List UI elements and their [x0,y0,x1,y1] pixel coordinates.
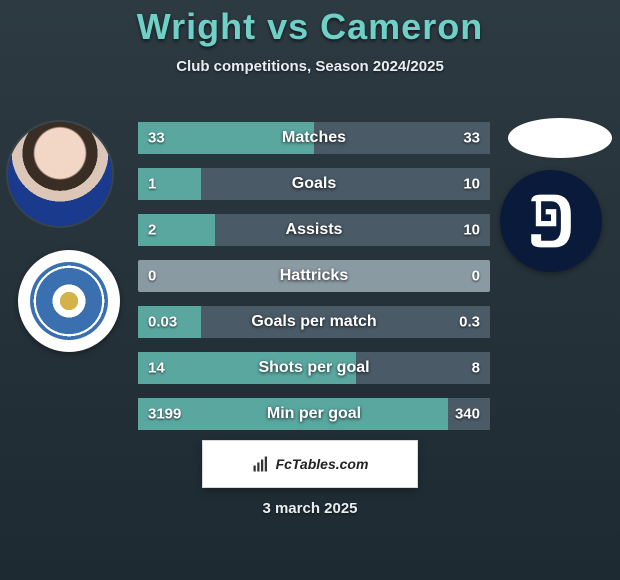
club-left-badge-inner [30,262,108,340]
stat-row: 3333Matches [138,122,490,154]
stat-row: 210Assists [138,214,490,246]
footer-label: FcTables.com [276,456,369,472]
page-title: Wright vs Cameron [137,6,483,48]
player-left-avatar [8,122,112,226]
stat-row: 0.030.3Goals per match [138,306,490,338]
subtitle: Club competitions, Season 2024/2025 [176,58,444,75]
footer-badge[interactable]: FcTables.com [202,440,418,488]
date-label: 3 march 2025 [262,500,357,517]
club-right-badge-icon [518,188,584,254]
stat-label: Assists [138,221,490,239]
stat-label: Hattricks [138,267,490,285]
stat-row: 3199340Min per goal [138,398,490,430]
stat-label: Goals [138,175,490,193]
player-right-avatar [508,118,612,158]
club-right-badge [500,170,602,272]
fctables-logo-icon [252,455,270,473]
stat-row: 110Goals [138,168,490,200]
stat-row: 148Shots per goal [138,352,490,384]
club-left-badge [18,250,120,352]
stat-label: Shots per goal [138,359,490,377]
stat-label: Goals per match [138,313,490,331]
stat-row: 00Hattricks [138,260,490,292]
stat-label: Min per goal [138,405,490,423]
stat-label: Matches [138,129,490,147]
comparison-card: Wright vs Cameron Club competitions, Sea… [0,0,620,580]
stat-bars: 3333Matches 110Goals 210Assists 00Hattricks… [138,122,490,430]
